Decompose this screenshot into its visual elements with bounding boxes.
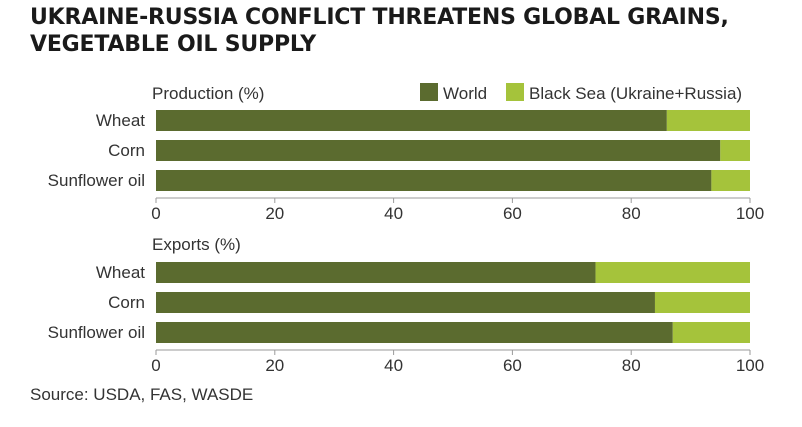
category-label-corn-2: Corn (108, 293, 145, 312)
bar-world-wheat-1 (156, 110, 667, 131)
x-tick-label-40-1: 40 (384, 204, 403, 223)
x-tick-label-20-1: 20 (265, 204, 284, 223)
x-tick-label-60-2: 60 (503, 356, 522, 375)
source-note: Source: USDA, FAS, WASDE (30, 385, 254, 404)
bar-black-sea-wheat-1 (666, 110, 750, 131)
x-tick-label-60-1: 60 (503, 204, 522, 223)
bar-black-sea-wheat-2 (595, 262, 750, 283)
x-tick-label-0-2: 0 (151, 356, 160, 375)
chart-title-line-2: VEGETABLE OIL SUPPLY (30, 32, 316, 57)
x-tick-label-20-2: 20 (265, 356, 284, 375)
chart-title: UKRAINE-RUSSIA CONFLICT THREATENS GLOBAL… (30, 4, 790, 58)
bar-world-sunflower-oil-2 (156, 322, 673, 343)
x-tick-label-80-1: 80 (622, 204, 641, 223)
category-label-sunflower-oil-2: Sunflower oil (48, 323, 145, 342)
panel-title-2: Exports (%) (152, 235, 241, 254)
bar-world-corn-1 (156, 140, 721, 161)
category-label-wheat-1: Wheat (96, 111, 145, 130)
category-label-sunflower-oil-1: Sunflower oil (48, 171, 145, 190)
legend-swatch-world (420, 83, 438, 101)
legend-label-world: World (443, 84, 487, 103)
chart-title-line-1: UKRAINE-RUSSIA CONFLICT THREATENS GLOBAL… (30, 5, 729, 30)
bar-black-sea-corn-1 (720, 140, 750, 161)
bar-black-sea-corn-2 (654, 292, 750, 313)
bar-world-corn-2 (156, 292, 655, 313)
category-label-corn-1: Corn (108, 141, 145, 160)
bar-world-wheat-2 (156, 262, 596, 283)
category-label-wheat-2: Wheat (96, 263, 145, 282)
legend-swatch-black-sea (506, 83, 524, 101)
x-tick-label-100-2: 100 (736, 356, 764, 375)
bar-black-sea-sunflower-oil-1 (711, 170, 750, 191)
x-tick-label-80-2: 80 (622, 356, 641, 375)
bar-world-sunflower-oil-1 (156, 170, 712, 191)
x-tick-label-40-2: 40 (384, 356, 403, 375)
legend-label-black-sea: Black Sea (Ukraine+Russia) (529, 84, 742, 103)
x-tick-label-0-1: 0 (151, 204, 160, 223)
bar-black-sea-sunflower-oil-2 (672, 322, 750, 343)
x-tick-label-100-1: 100 (736, 204, 764, 223)
panel-title-1: Production (%) (152, 84, 264, 103)
